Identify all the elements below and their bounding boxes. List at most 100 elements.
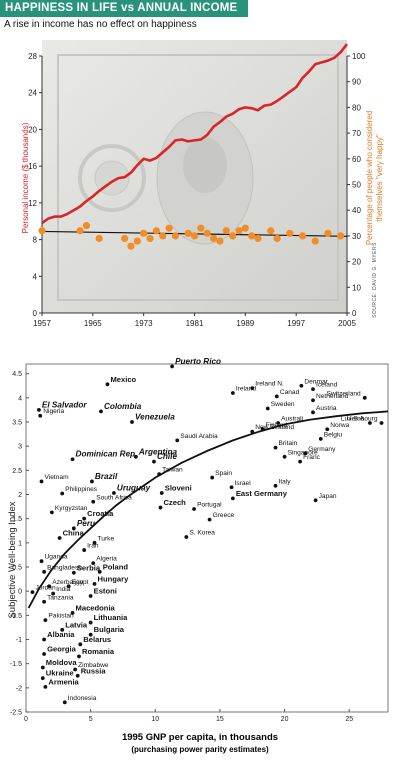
scatter-point bbox=[379, 421, 384, 425]
country-label: Norwa bbox=[330, 422, 349, 429]
country-label: Luxembourg bbox=[341, 415, 378, 422]
scatter-y-tick-label: 4 bbox=[18, 395, 22, 402]
happiness-point bbox=[311, 237, 319, 245]
happiness-point bbox=[133, 237, 141, 245]
country-label: Venezuela bbox=[135, 413, 175, 422]
scatter-point bbox=[325, 427, 330, 432]
right-tick-label: 20 bbox=[352, 258, 361, 267]
country-label: Franc bbox=[303, 454, 321, 461]
country-label: Bangladesh bbox=[47, 564, 82, 571]
happiness-point bbox=[82, 222, 91, 230]
country-label: Saudi Arabia bbox=[180, 433, 218, 440]
happiness-point bbox=[95, 234, 103, 243]
happiness-point bbox=[203, 229, 211, 237]
happiness-point bbox=[197, 224, 205, 232]
country-label: Azerbaijan bbox=[52, 579, 83, 586]
scatter-point bbox=[250, 429, 255, 434]
scatter-point bbox=[38, 413, 43, 418]
x-tick-label: 1989 bbox=[236, 319, 254, 328]
scatter-y-tick-label: -2 bbox=[16, 685, 22, 692]
country-label: Portugal bbox=[197, 502, 222, 509]
right-axis-label-line1: Percentage of people who considered bbox=[365, 111, 374, 245]
country-label: Denmar bbox=[304, 378, 328, 385]
country-label: New Zealand bbox=[255, 424, 294, 431]
scatter-x-axis-label: 1995 GNP per capita, in thousands bbox=[122, 732, 278, 743]
scatter-point bbox=[71, 526, 76, 531]
scatter-point bbox=[88, 632, 93, 637]
scatter-y-tick-label: 0 bbox=[18, 589, 22, 596]
scatter-point bbox=[42, 637, 46, 642]
scatter-point bbox=[75, 673, 80, 678]
country-label: Brazil bbox=[95, 472, 118, 481]
country-label: Macedonia bbox=[76, 603, 116, 612]
country-label: Russia bbox=[81, 666, 107, 675]
scatter-x-axis-sublabel: (purchasing power parity estimates) bbox=[131, 745, 269, 754]
happiness-point bbox=[140, 229, 148, 237]
scatter-x-tick-label: 20 bbox=[281, 716, 289, 723]
scatter-y-axis-label: Subjective Well-being Index bbox=[7, 501, 18, 618]
scatter-x-tick-label: 10 bbox=[151, 716, 159, 723]
scatter-point bbox=[92, 582, 97, 586]
scatter-point bbox=[313, 498, 318, 503]
scatter-y-tick-label: 1 bbox=[18, 540, 22, 547]
left-tick-label: 28 bbox=[28, 52, 37, 61]
country-label: Croatia bbox=[87, 509, 114, 518]
right-tick-label: 40 bbox=[352, 206, 361, 215]
scatter-point bbox=[130, 420, 134, 424]
country-label: Germany bbox=[308, 446, 336, 453]
scatter-y-tick-label: 2.5 bbox=[12, 468, 22, 475]
country-label: Nigeria bbox=[43, 408, 64, 415]
country-label: El Salvador bbox=[42, 400, 87, 409]
happiness-point bbox=[127, 242, 135, 250]
scatter-point bbox=[51, 591, 56, 596]
country-label: Czech bbox=[163, 498, 186, 507]
happiness-point bbox=[159, 232, 167, 240]
country-label: Belgiu bbox=[324, 431, 343, 438]
scatter-point bbox=[73, 667, 78, 672]
scatter-point bbox=[43, 684, 48, 689]
header-title: HAPPINESS IN LIFE vs ANNUAL INCOME bbox=[5, 2, 238, 14]
country-label: Lithuania bbox=[94, 613, 129, 622]
scatter-point bbox=[92, 540, 97, 545]
country-label: South Africa bbox=[96, 494, 132, 501]
happiness-point bbox=[254, 234, 262, 243]
x-tick-label: 1973 bbox=[135, 319, 153, 328]
country-label: Canad bbox=[280, 389, 300, 396]
country-label: Australi bbox=[281, 415, 304, 422]
happiness-point bbox=[152, 227, 160, 235]
country-label: Zimbabwe bbox=[78, 662, 109, 669]
country-label: Algeria bbox=[96, 556, 117, 563]
country-label: Serbia bbox=[77, 563, 101, 572]
scatter-point bbox=[260, 427, 265, 432]
scatter-point bbox=[82, 548, 87, 552]
scatter-point bbox=[273, 445, 278, 450]
scatter-y-tick-label: 2 bbox=[18, 492, 22, 499]
country-label: Turke bbox=[98, 535, 115, 542]
scatter-point bbox=[210, 475, 215, 480]
right-tick-label: 80 bbox=[352, 103, 361, 112]
country-label: Pakistan bbox=[48, 613, 74, 620]
scatter-point bbox=[70, 457, 75, 462]
x-tick-label: 1997 bbox=[287, 319, 305, 328]
left-tick-label: 24 bbox=[28, 89, 37, 98]
country-label: Ireland N. bbox=[255, 381, 284, 388]
scatter-frame bbox=[25, 363, 389, 713]
scatter-x-tick-label: 5 bbox=[89, 716, 93, 723]
right-tick-label: 60 bbox=[352, 155, 361, 164]
scatter-point bbox=[299, 383, 304, 388]
scatter-point bbox=[82, 516, 87, 521]
country-label: Finland bbox=[266, 422, 288, 429]
country-label: Indonesia bbox=[68, 695, 97, 702]
scatter-point bbox=[77, 654, 81, 659]
fit-curve-line bbox=[27, 410, 389, 609]
country-label: Romania bbox=[82, 647, 115, 656]
scatter-point bbox=[159, 491, 164, 495]
country-label: Mexico bbox=[110, 375, 136, 384]
scatter-point bbox=[265, 406, 270, 411]
scatter-point bbox=[42, 569, 46, 574]
left-tick-label: 12 bbox=[28, 199, 37, 208]
happiness-point bbox=[324, 229, 332, 237]
scatter-point bbox=[62, 700, 67, 705]
happiness-point bbox=[286, 229, 294, 237]
scatter-x-tick-label: 15 bbox=[216, 716, 224, 723]
